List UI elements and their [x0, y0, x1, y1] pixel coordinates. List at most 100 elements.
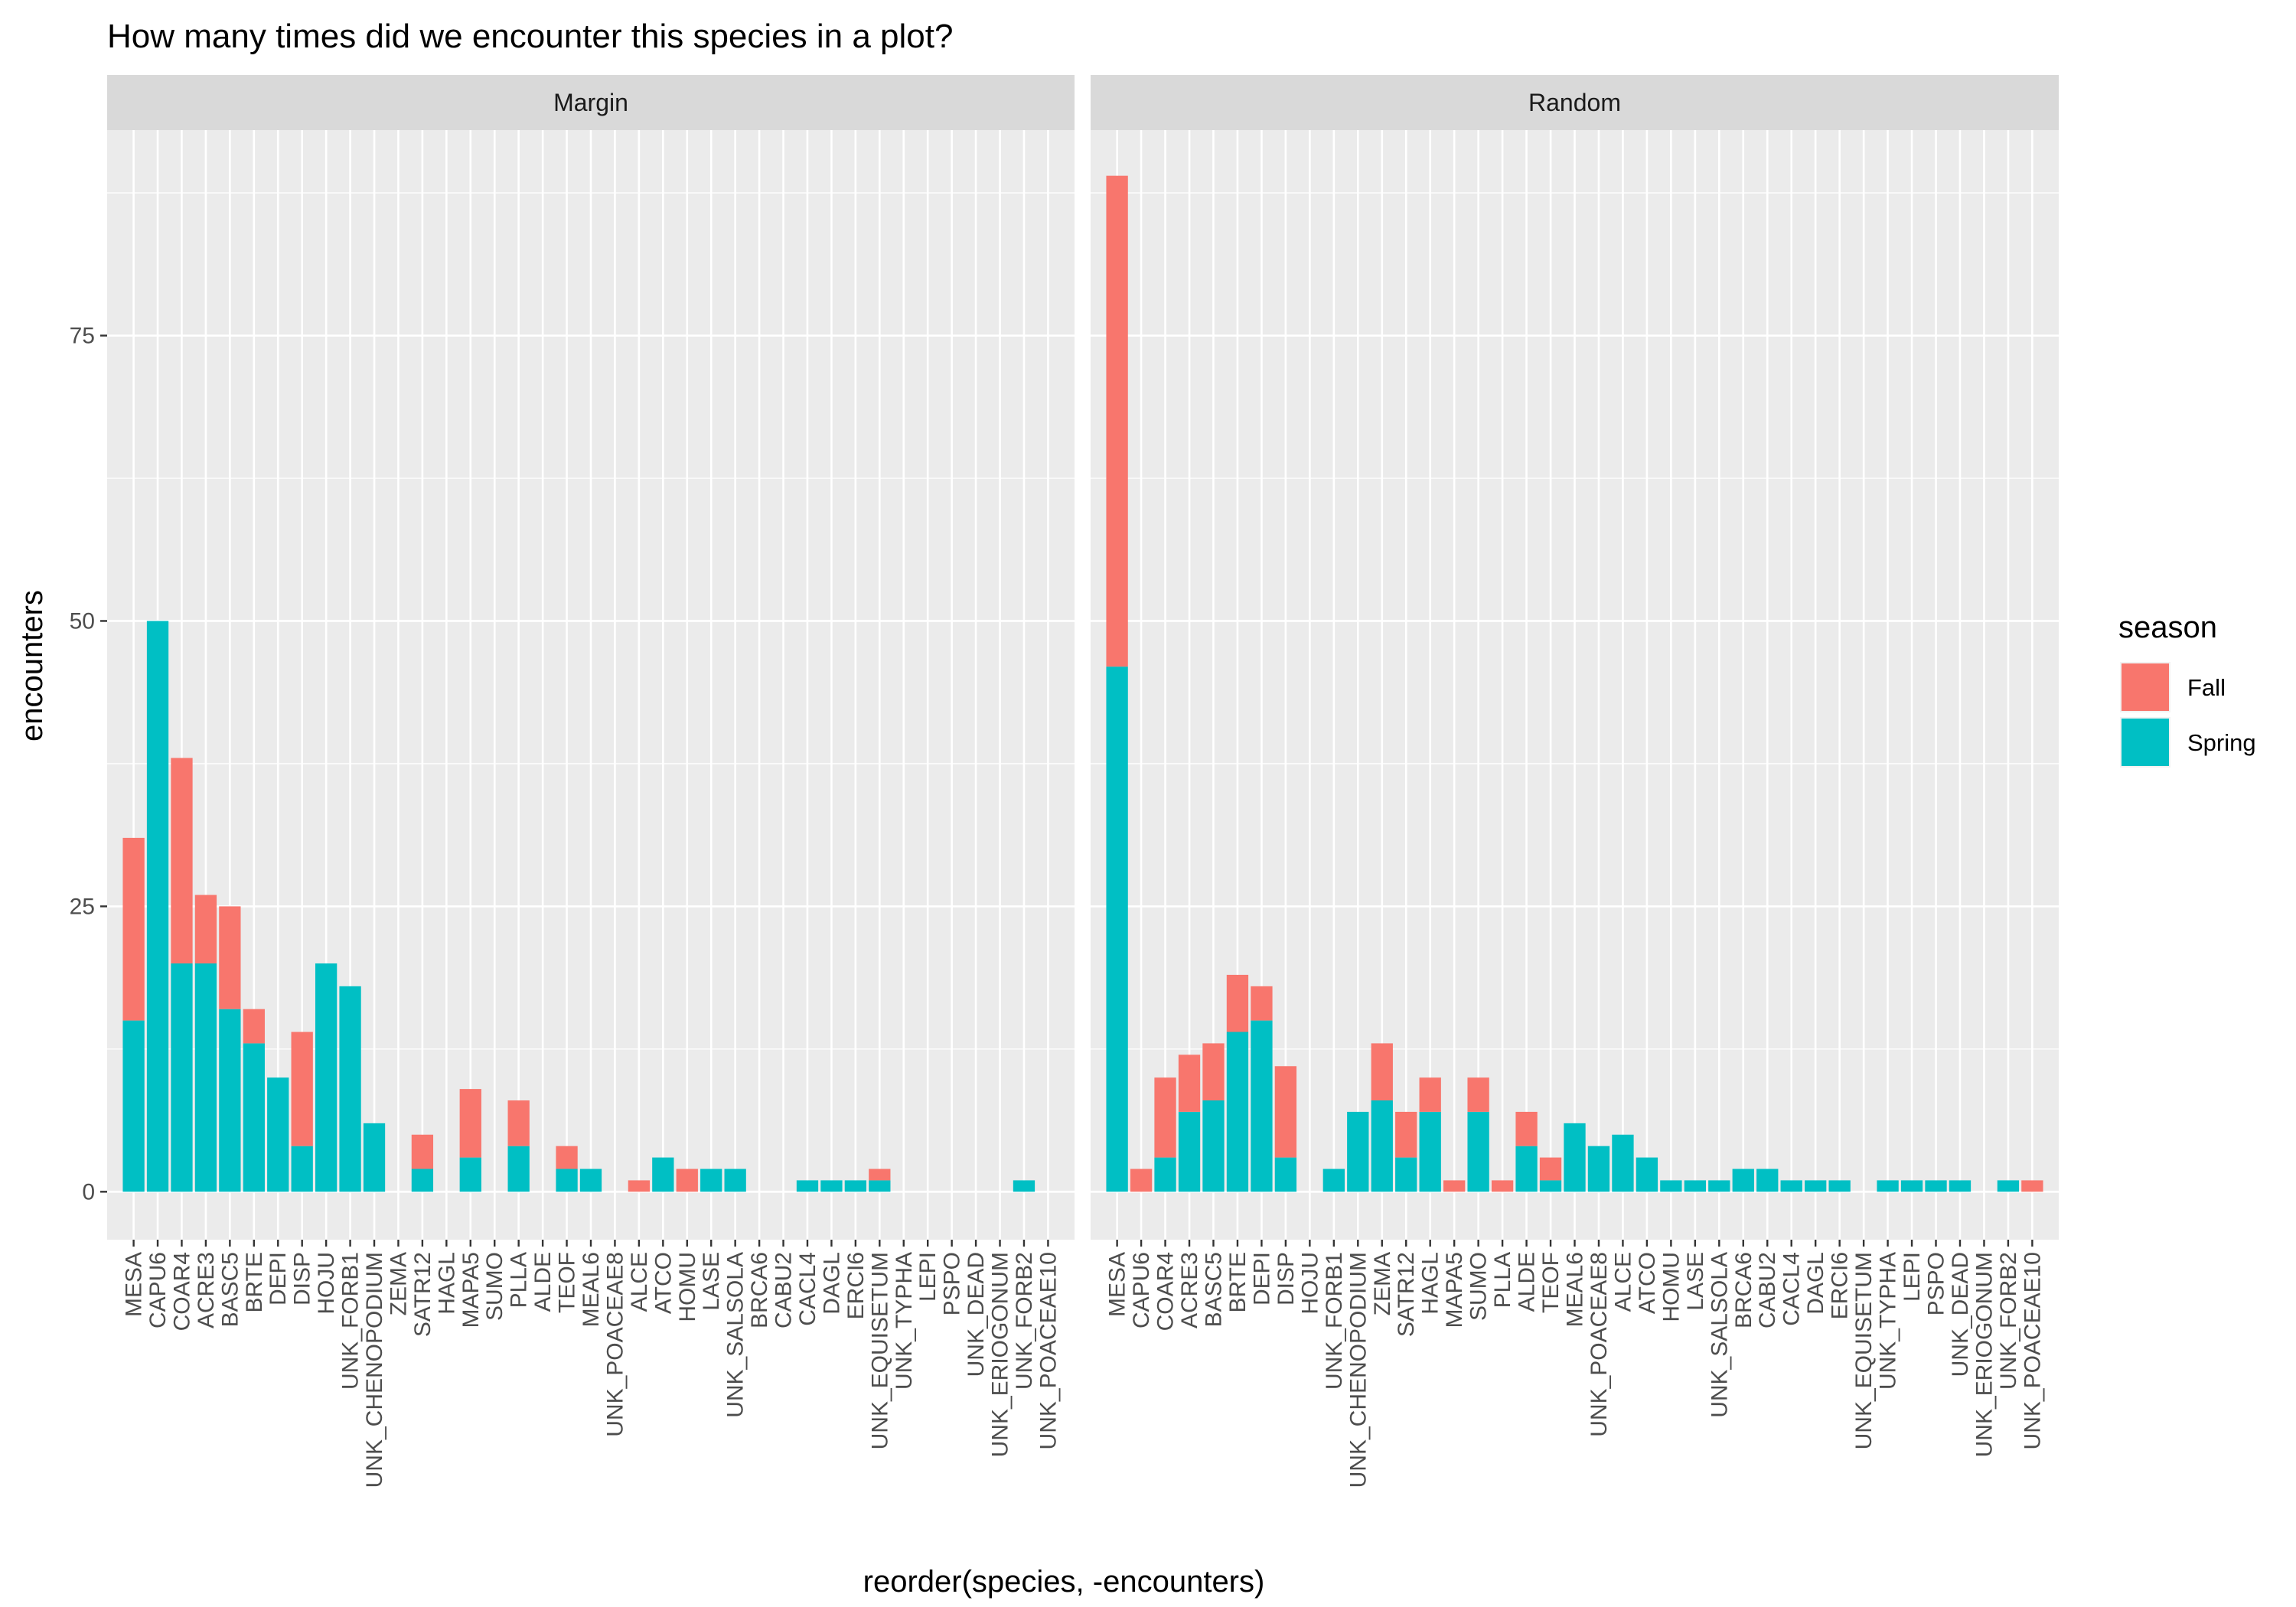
x-tick-label: LASE [699, 1252, 724, 1311]
bar-spring [1780, 1180, 1802, 1192]
x-tick-label: UNK_SALSOLA [723, 1252, 748, 1418]
x-tick-label: MEAL6 [1563, 1252, 1588, 1327]
panel-margin: Margin MESACAPU6COAR4ACRE3BASC5BRTEDEPIDI… [70, 75, 1075, 1488]
x-tick-label: TEOF [1538, 1252, 1564, 1313]
x-tick-label: UNK_POACEAE10 [1035, 1252, 1061, 1449]
bar-spring [1587, 1146, 1610, 1192]
x-tick-label: UNK_TYPHA [892, 1252, 917, 1390]
x-tick-label: UNK_CHENOPODIUM [1345, 1252, 1371, 1488]
bar-spring [339, 986, 361, 1192]
bar-spring [1202, 1100, 1225, 1192]
x-tick-label: UNK_FORB1 [338, 1252, 364, 1390]
bar-spring [171, 963, 193, 1192]
x-tick-label: MESA [1105, 1252, 1130, 1317]
x-tick-label: UNK_EQUISETUM [1851, 1252, 1877, 1449]
legend-swatch [2122, 663, 2169, 711]
x-tick-label: DEPI [266, 1252, 291, 1305]
x-tick-label: CAPU6 [145, 1252, 171, 1328]
legend-label: Fall [2187, 674, 2226, 701]
bar-spring [1684, 1180, 1706, 1192]
bar-spring [1708, 1180, 1730, 1192]
bar-fall [291, 1032, 313, 1146]
bar-spring [1900, 1180, 1923, 1192]
x-tick-label: ALDE [530, 1252, 556, 1312]
bar-fall [1106, 175, 1128, 667]
bar-spring [1274, 1157, 1297, 1192]
bar-fall [1539, 1157, 1562, 1181]
bar-spring [1877, 1180, 1899, 1192]
bar-fall [243, 1009, 265, 1044]
bar-spring [724, 1169, 746, 1192]
x-tick-label: UNK_DEAD [1948, 1252, 1973, 1377]
x-tick-label: DISP [290, 1252, 315, 1305]
x-tick-label: UNK_EQUISETUM [867, 1252, 892, 1449]
bar-spring [1612, 1134, 1634, 1192]
facet-panels: MarginMESACAPU6COAR4ACRE3BASC5BRTEDEPIDI… [70, 75, 2059, 1488]
x-tick-label: HOMU [1658, 1252, 1684, 1322]
legend: season Fall Spring [2118, 611, 2256, 768]
x-tick-label: ALDE [1515, 1252, 1540, 1312]
bar-spring [243, 1043, 265, 1192]
x-axis-title: reorder(species, -encounters) [863, 1565, 1265, 1599]
x-tick-label: PSPO [940, 1252, 965, 1315]
x-tick-label: ACRE3 [1177, 1252, 1202, 1328]
bar-spring [1178, 1111, 1201, 1192]
bar-fall [1178, 1054, 1201, 1112]
x-tick-label: LEPI [1900, 1252, 1925, 1302]
bar-spring [1636, 1157, 1658, 1192]
x-tick-label: UNK_ERIOGONUM [1971, 1252, 1997, 1457]
facet-strip-label: Margin [553, 89, 628, 116]
x-tick-label: UNK_POACEAE8 [1587, 1252, 1612, 1437]
bar-spring [1660, 1180, 1682, 1192]
bar-spring [1347, 1111, 1369, 1192]
facet-strip [107, 75, 1075, 130]
x-tick-label: DAGL [819, 1252, 844, 1315]
facet-strip [1091, 75, 2059, 130]
legend-title: season [2118, 611, 2217, 644]
x-tick-label: ZEMA [1370, 1252, 1395, 1315]
bar-spring [267, 1077, 289, 1192]
bar-fall [676, 1169, 698, 1192]
x-tick-label: LEPI [915, 1252, 941, 1302]
bar-spring [1154, 1157, 1176, 1192]
bar-spring [1395, 1157, 1417, 1192]
bar-fall [1419, 1077, 1441, 1112]
bar-spring [1949, 1180, 1971, 1192]
x-tick-label: ERCI6 [1828, 1252, 1853, 1319]
x-tick-label: HAGL [1418, 1252, 1443, 1315]
bar-spring [411, 1169, 434, 1192]
bar-fall [1491, 1180, 1514, 1192]
bar-spring [291, 1146, 313, 1192]
legend-item-spring: Spring [2120, 717, 2256, 768]
bar-fall [1371, 1043, 1393, 1101]
facet-strip-label: Random [1528, 89, 1621, 116]
bar-spring [1013, 1180, 1035, 1192]
x-tick-label: ALCE [627, 1252, 652, 1312]
x-tick-label: CABU2 [1755, 1252, 1780, 1328]
y-tick-label: 0 [82, 1179, 95, 1204]
bar-fall [1515, 1111, 1538, 1146]
bar-fall [459, 1089, 481, 1158]
x-tick-label: ERCI6 [843, 1252, 869, 1319]
bar-fall [507, 1100, 530, 1146]
bar-spring [652, 1157, 674, 1192]
x-tick-label: MAPA5 [1442, 1252, 1467, 1328]
y-axis-title: encounters [15, 590, 49, 742]
x-tick-label: BASC5 [1201, 1252, 1226, 1327]
x-tick-label: BRTE [1225, 1252, 1251, 1312]
x-tick-label: UNK_FORB2 [1996, 1252, 2021, 1390]
bar-fall [171, 758, 193, 963]
bar-fall [1202, 1043, 1225, 1101]
bar-spring [1539, 1180, 1562, 1192]
x-tick-label: MESA [122, 1252, 147, 1317]
y-tick-label: 25 [70, 894, 95, 919]
x-tick-label: UNK_TYPHA [1876, 1252, 1901, 1390]
x-tick-label: UNK_CHENOPODIUM [362, 1252, 387, 1488]
x-tick-label: UNK_FORB1 [1322, 1252, 1347, 1390]
bar-fall [1251, 986, 1273, 1021]
x-tick-label: BRCA6 [1731, 1252, 1756, 1328]
x-tick-label: CABU2 [771, 1252, 797, 1328]
bar-spring [869, 1180, 891, 1192]
bar-spring [1371, 1100, 1393, 1192]
